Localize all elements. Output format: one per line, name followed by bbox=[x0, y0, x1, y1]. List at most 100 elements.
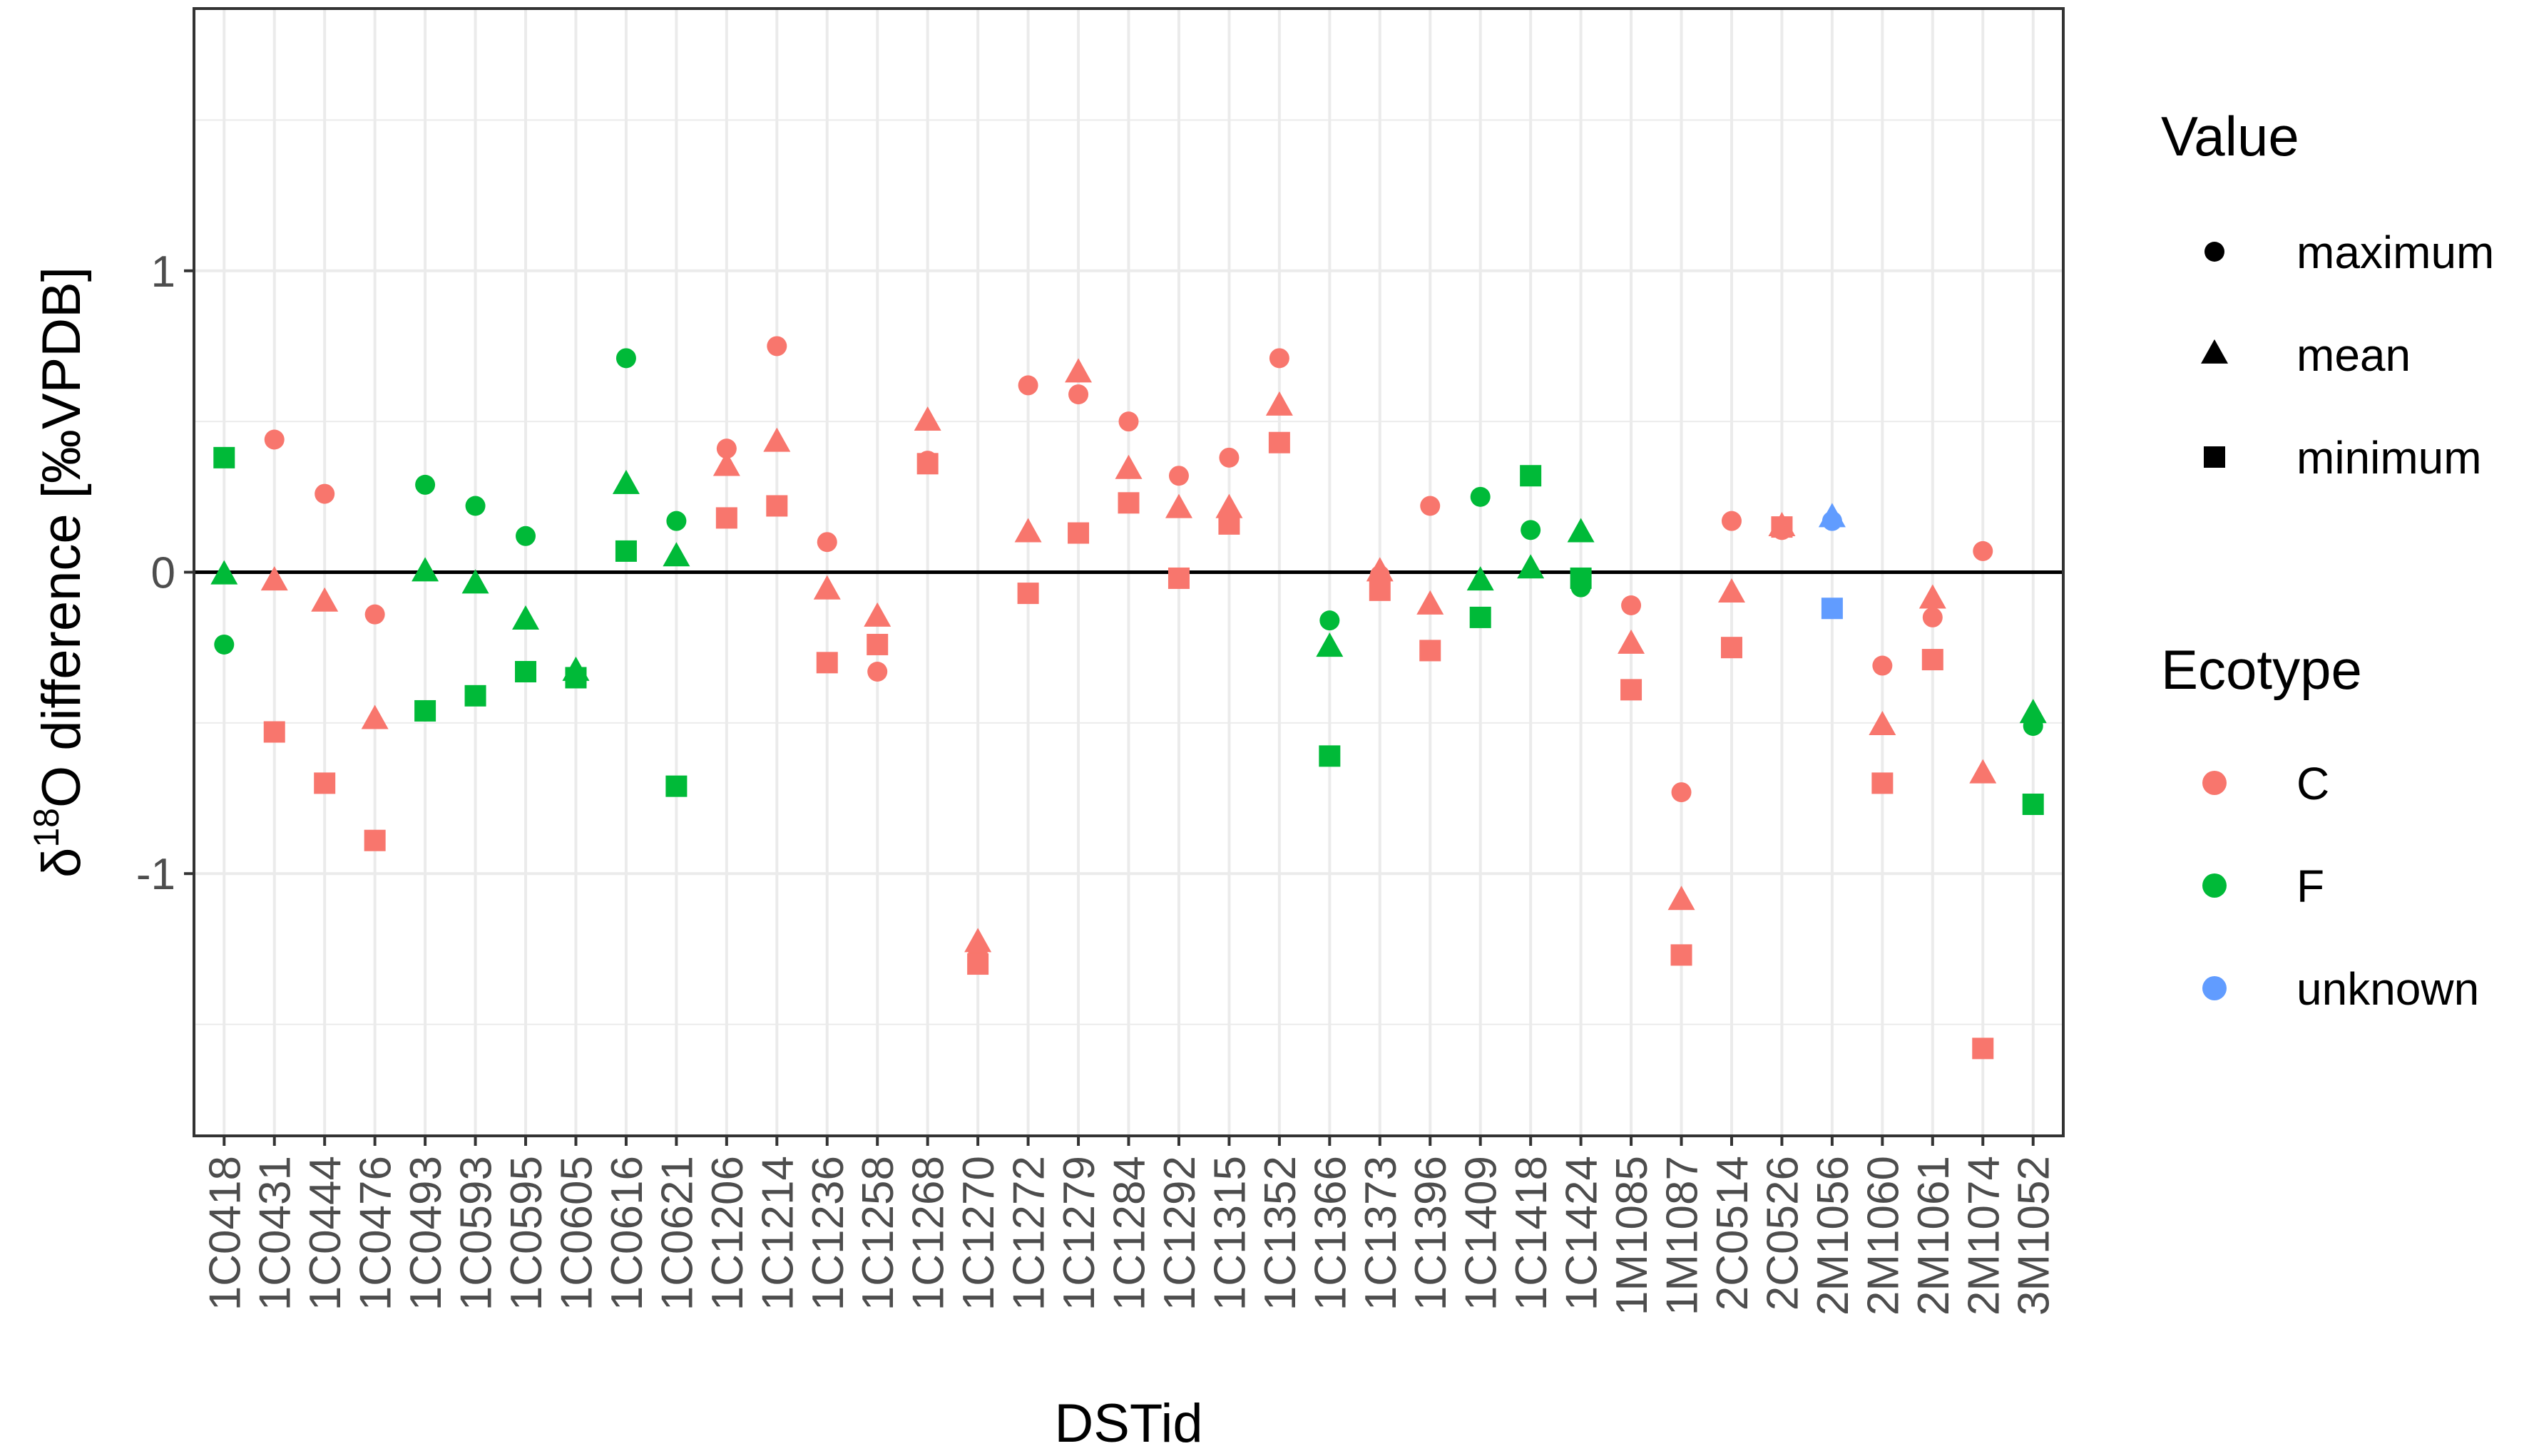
y-axis-title-symbol: δ bbox=[31, 848, 92, 878]
legend-label-value: maximum bbox=[2296, 227, 2494, 278]
point-minimum bbox=[1670, 944, 1692, 966]
point-maximum bbox=[1118, 411, 1139, 432]
x-tick-label: 1C0595 bbox=[502, 1156, 551, 1311]
point-maximum bbox=[716, 439, 737, 459]
x-tick-label: 2M1056 bbox=[1809, 1156, 1858, 1316]
x-tick-label: 2C0526 bbox=[1758, 1156, 1807, 1311]
point-minimum bbox=[1068, 522, 1090, 544]
point-maximum bbox=[1621, 595, 1642, 615]
point-minimum bbox=[1319, 745, 1341, 767]
point-maximum bbox=[1721, 511, 1742, 531]
point-mean bbox=[1165, 493, 1192, 518]
point-maximum bbox=[1018, 375, 1038, 396]
x-tick-label: 2M1074 bbox=[1959, 1156, 2008, 1316]
x-tick-label: 1C0593 bbox=[452, 1156, 501, 1311]
data-points bbox=[210, 336, 2047, 1060]
point-maximum bbox=[1420, 496, 1441, 516]
x-tick-label: 1C0616 bbox=[603, 1156, 652, 1311]
x-tick-label: 1C0444 bbox=[301, 1156, 350, 1311]
point-minimum bbox=[715, 507, 737, 529]
point-minimum bbox=[766, 495, 788, 517]
point-maximum bbox=[1068, 384, 1089, 405]
x-tick-label: 1C1268 bbox=[904, 1156, 954, 1311]
point-minimum bbox=[1871, 772, 1894, 794]
y-axis-title-text: O difference [‰VPDB] bbox=[31, 267, 92, 808]
point-mean bbox=[864, 602, 891, 627]
point-mean bbox=[461, 569, 489, 594]
point-minimum bbox=[1118, 492, 1140, 514]
point-minimum bbox=[867, 633, 889, 655]
x-tick-label: 1C1418 bbox=[1507, 1156, 1556, 1311]
legend-title-ecotype: Ecotype bbox=[2161, 638, 2362, 701]
point-minimum bbox=[414, 699, 436, 722]
point-mean bbox=[1717, 578, 1745, 603]
legend-title-value: Value bbox=[2161, 105, 2299, 168]
point-minimum bbox=[1168, 567, 1190, 589]
point-maximum bbox=[1973, 540, 1993, 561]
x-tick-label: 1C1270 bbox=[954, 1156, 1003, 1311]
point-mean bbox=[361, 704, 389, 729]
x-tick-label: 2M1060 bbox=[1859, 1156, 1908, 1316]
point-maximum bbox=[817, 532, 837, 553]
point-minimum bbox=[916, 453, 939, 475]
point-minimum bbox=[967, 953, 989, 975]
point-minimum bbox=[1017, 583, 1039, 605]
point-mean bbox=[260, 566, 288, 591]
point-minimum bbox=[615, 540, 637, 562]
point-mean bbox=[1567, 518, 1595, 543]
point-maximum bbox=[1521, 520, 1541, 540]
point-minimum bbox=[1520, 465, 1542, 487]
point-minimum bbox=[1821, 598, 1843, 620]
point-mean bbox=[1265, 391, 1293, 416]
legend-key-ecotype bbox=[2202, 771, 2227, 795]
point-minimum bbox=[364, 829, 386, 851]
x-tick-label: 1C1424 bbox=[1558, 1156, 1607, 1311]
point-minimum bbox=[1369, 579, 1391, 601]
point-mean bbox=[763, 427, 791, 452]
point-mean bbox=[1366, 557, 1394, 582]
point-maximum bbox=[2204, 242, 2224, 262]
point-maximum bbox=[1922, 607, 1943, 627]
x-tick-label: 1C1292 bbox=[1155, 1156, 1205, 1311]
x-tick-label: 2M1061 bbox=[1909, 1156, 1958, 1316]
point-minimum bbox=[1921, 649, 1943, 671]
point-mean bbox=[1918, 584, 1946, 609]
x-tick-label: 1C1258 bbox=[854, 1156, 903, 1311]
point-mean bbox=[1969, 759, 1997, 784]
point-mean bbox=[2201, 339, 2228, 364]
point-minimum bbox=[1469, 606, 1491, 628]
y-tick-label: 0 bbox=[151, 549, 175, 598]
point-minimum bbox=[2204, 446, 2225, 468]
point-maximum bbox=[315, 483, 335, 504]
point-minimum bbox=[1268, 431, 1290, 453]
point-mean bbox=[2019, 699, 2047, 724]
point-maximum bbox=[465, 496, 486, 516]
x-tick-label: 1C0476 bbox=[352, 1156, 401, 1311]
point-minimum bbox=[1419, 640, 1441, 662]
point-mean bbox=[1667, 886, 1695, 911]
point-minimum bbox=[515, 661, 537, 682]
x-tick-label: 1C0605 bbox=[552, 1156, 601, 1311]
x-tick-label: 1C1366 bbox=[1306, 1156, 1355, 1311]
point-mean bbox=[311, 587, 339, 612]
point-mean bbox=[412, 557, 439, 582]
x-tick-label: 1C1206 bbox=[703, 1156, 752, 1311]
point-mean bbox=[1215, 493, 1243, 518]
point-maximum bbox=[364, 604, 385, 625]
x-tick-label: 1C0431 bbox=[251, 1156, 300, 1311]
legend-key-ecotype bbox=[2202, 976, 2227, 1000]
point-mean bbox=[914, 406, 941, 431]
x-tick-label: 1C1352 bbox=[1256, 1156, 1305, 1311]
point-minimum bbox=[1218, 513, 1240, 535]
point-mean bbox=[1065, 358, 1093, 383]
point-mean bbox=[210, 560, 238, 585]
x-tick-label: 1C0418 bbox=[200, 1156, 250, 1311]
point-minimum bbox=[263, 721, 285, 743]
point-mean bbox=[1416, 590, 1444, 615]
point-minimum bbox=[1620, 679, 1642, 701]
point-maximum bbox=[214, 634, 235, 655]
point-minimum bbox=[2022, 794, 2044, 815]
y-axis-title: δ18O difference [‰VPDB] bbox=[26, 267, 92, 878]
